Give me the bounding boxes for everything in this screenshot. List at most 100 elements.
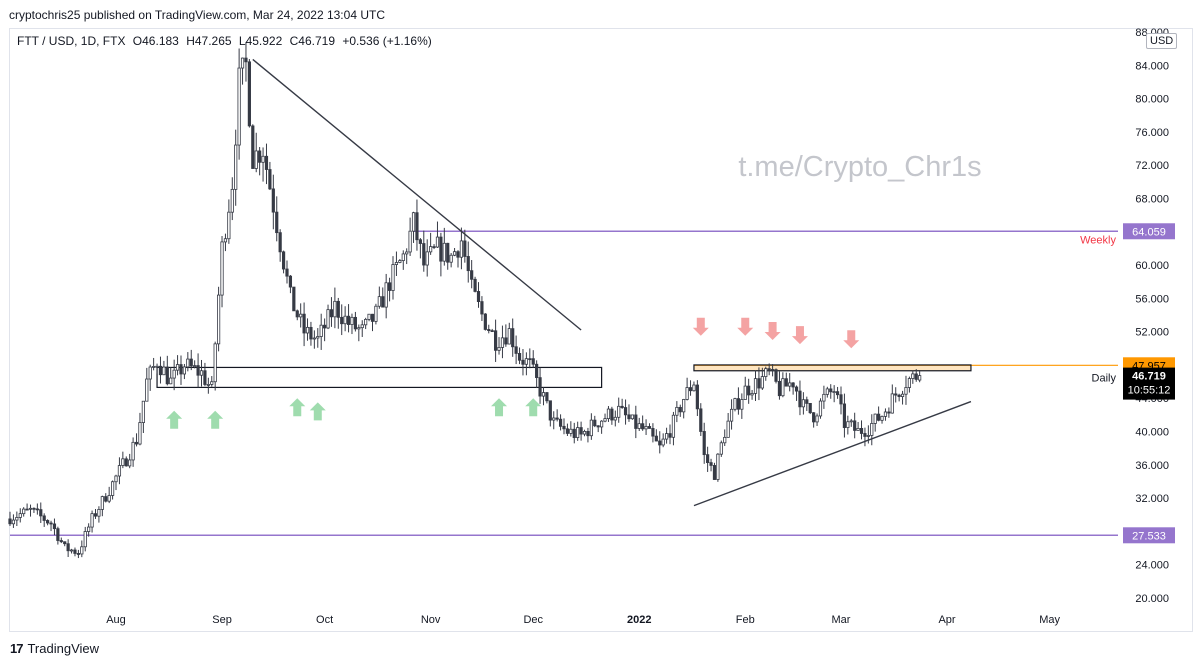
support-zone — [693, 364, 972, 372]
candle-body — [456, 251, 460, 258]
candle-body — [42, 515, 46, 521]
publisher-line: cryptochris25 published on TradingView.c… — [9, 8, 385, 22]
level-label: Daily — [1092, 372, 1117, 384]
candle-body — [883, 411, 888, 417]
candle-body — [853, 420, 857, 431]
candle-body — [93, 513, 98, 517]
candle-body — [839, 394, 843, 405]
candle-body — [203, 370, 207, 385]
candle-body — [367, 313, 371, 320]
time-tick: Oct — [316, 614, 333, 626]
candle-body — [808, 402, 812, 414]
candle-body — [483, 313, 487, 330]
time-tick: Feb — [736, 614, 755, 626]
candle-body — [692, 384, 696, 392]
candle-body — [121, 458, 125, 466]
candle-body — [28, 507, 33, 510]
candle-body — [80, 546, 84, 555]
candle-body — [305, 326, 310, 334]
candle-body — [678, 406, 682, 413]
candle-body — [49, 522, 53, 525]
candle-body — [668, 433, 672, 438]
candle-body — [582, 431, 587, 435]
candle-body — [784, 378, 788, 387]
candle-body — [586, 431, 590, 437]
candle-body — [627, 414, 631, 420]
candle-body — [579, 427, 583, 435]
time-tick: Sep — [212, 614, 232, 626]
candle-body — [740, 399, 744, 410]
candle-body — [709, 462, 713, 466]
up-arrow-icon — [309, 402, 326, 421]
candle-body — [620, 405, 624, 408]
candle-body — [230, 188, 234, 213]
candle-body — [514, 346, 518, 354]
price-tick: 56.000 — [1135, 293, 1169, 305]
candle-body — [798, 390, 802, 408]
candle-body — [654, 435, 658, 442]
candle-body — [671, 414, 676, 438]
candle-body — [476, 291, 481, 302]
candle-body — [73, 549, 77, 554]
candle-body — [299, 313, 303, 318]
candle-body — [558, 418, 563, 427]
candle-body — [812, 412, 816, 423]
price-axis: 20.00024.00032.00036.00040.00044.00048.0… — [1135, 27, 1169, 605]
candle-body — [251, 125, 255, 169]
candle-body — [63, 541, 67, 545]
candle-body — [15, 517, 19, 521]
candle-body — [145, 378, 149, 402]
candle-body — [186, 358, 190, 368]
candle-body — [641, 423, 645, 430]
candle-body — [134, 441, 139, 445]
candle-body — [466, 256, 470, 272]
candle-body — [500, 337, 505, 348]
candle-body — [470, 270, 474, 280]
candle-body — [268, 169, 272, 190]
candle-body — [764, 368, 768, 377]
candle-body — [439, 236, 443, 262]
candle-body — [630, 414, 634, 420]
candle-body — [35, 508, 39, 511]
candle-body — [254, 150, 258, 169]
candle-body — [418, 239, 422, 244]
candle-body — [227, 211, 231, 240]
support-zone — [156, 366, 603, 389]
candle-body — [110, 481, 115, 496]
candle-body — [210, 381, 214, 385]
candle-body — [815, 415, 819, 423]
currency-selector[interactable]: USD — [1146, 33, 1178, 49]
candle-body — [555, 417, 559, 420]
candle-body — [25, 508, 29, 511]
footer-brand: TradingView — [27, 641, 100, 656]
candle-body — [326, 309, 330, 329]
candle-body — [196, 365, 200, 376]
candle-body — [213, 343, 217, 383]
down-arrow-icon — [692, 317, 709, 336]
candle-body — [32, 507, 36, 510]
candle-body — [463, 240, 467, 257]
candle-body — [22, 508, 26, 515]
candle-body — [381, 296, 385, 308]
candle-body — [258, 150, 262, 163]
candle-body — [117, 465, 122, 477]
price-tick: 76.000 — [1135, 127, 1169, 139]
candle-body — [377, 296, 381, 307]
candle-body — [877, 413, 881, 421]
candle-body — [182, 366, 187, 375]
candle-body — [918, 375, 922, 381]
candle-body — [350, 316, 354, 325]
current-price-value: 46.719 — [1132, 371, 1166, 383]
candle-body — [165, 366, 169, 385]
candle-body — [490, 330, 494, 333]
candle-body — [859, 427, 864, 434]
candle-body — [517, 353, 522, 361]
candle-body — [302, 313, 306, 334]
candle-body — [353, 316, 357, 330]
candle-body — [524, 358, 528, 365]
candle-body — [76, 553, 80, 555]
candle-body — [285, 268, 289, 277]
candle-body — [97, 509, 101, 517]
candle-body — [572, 428, 576, 438]
